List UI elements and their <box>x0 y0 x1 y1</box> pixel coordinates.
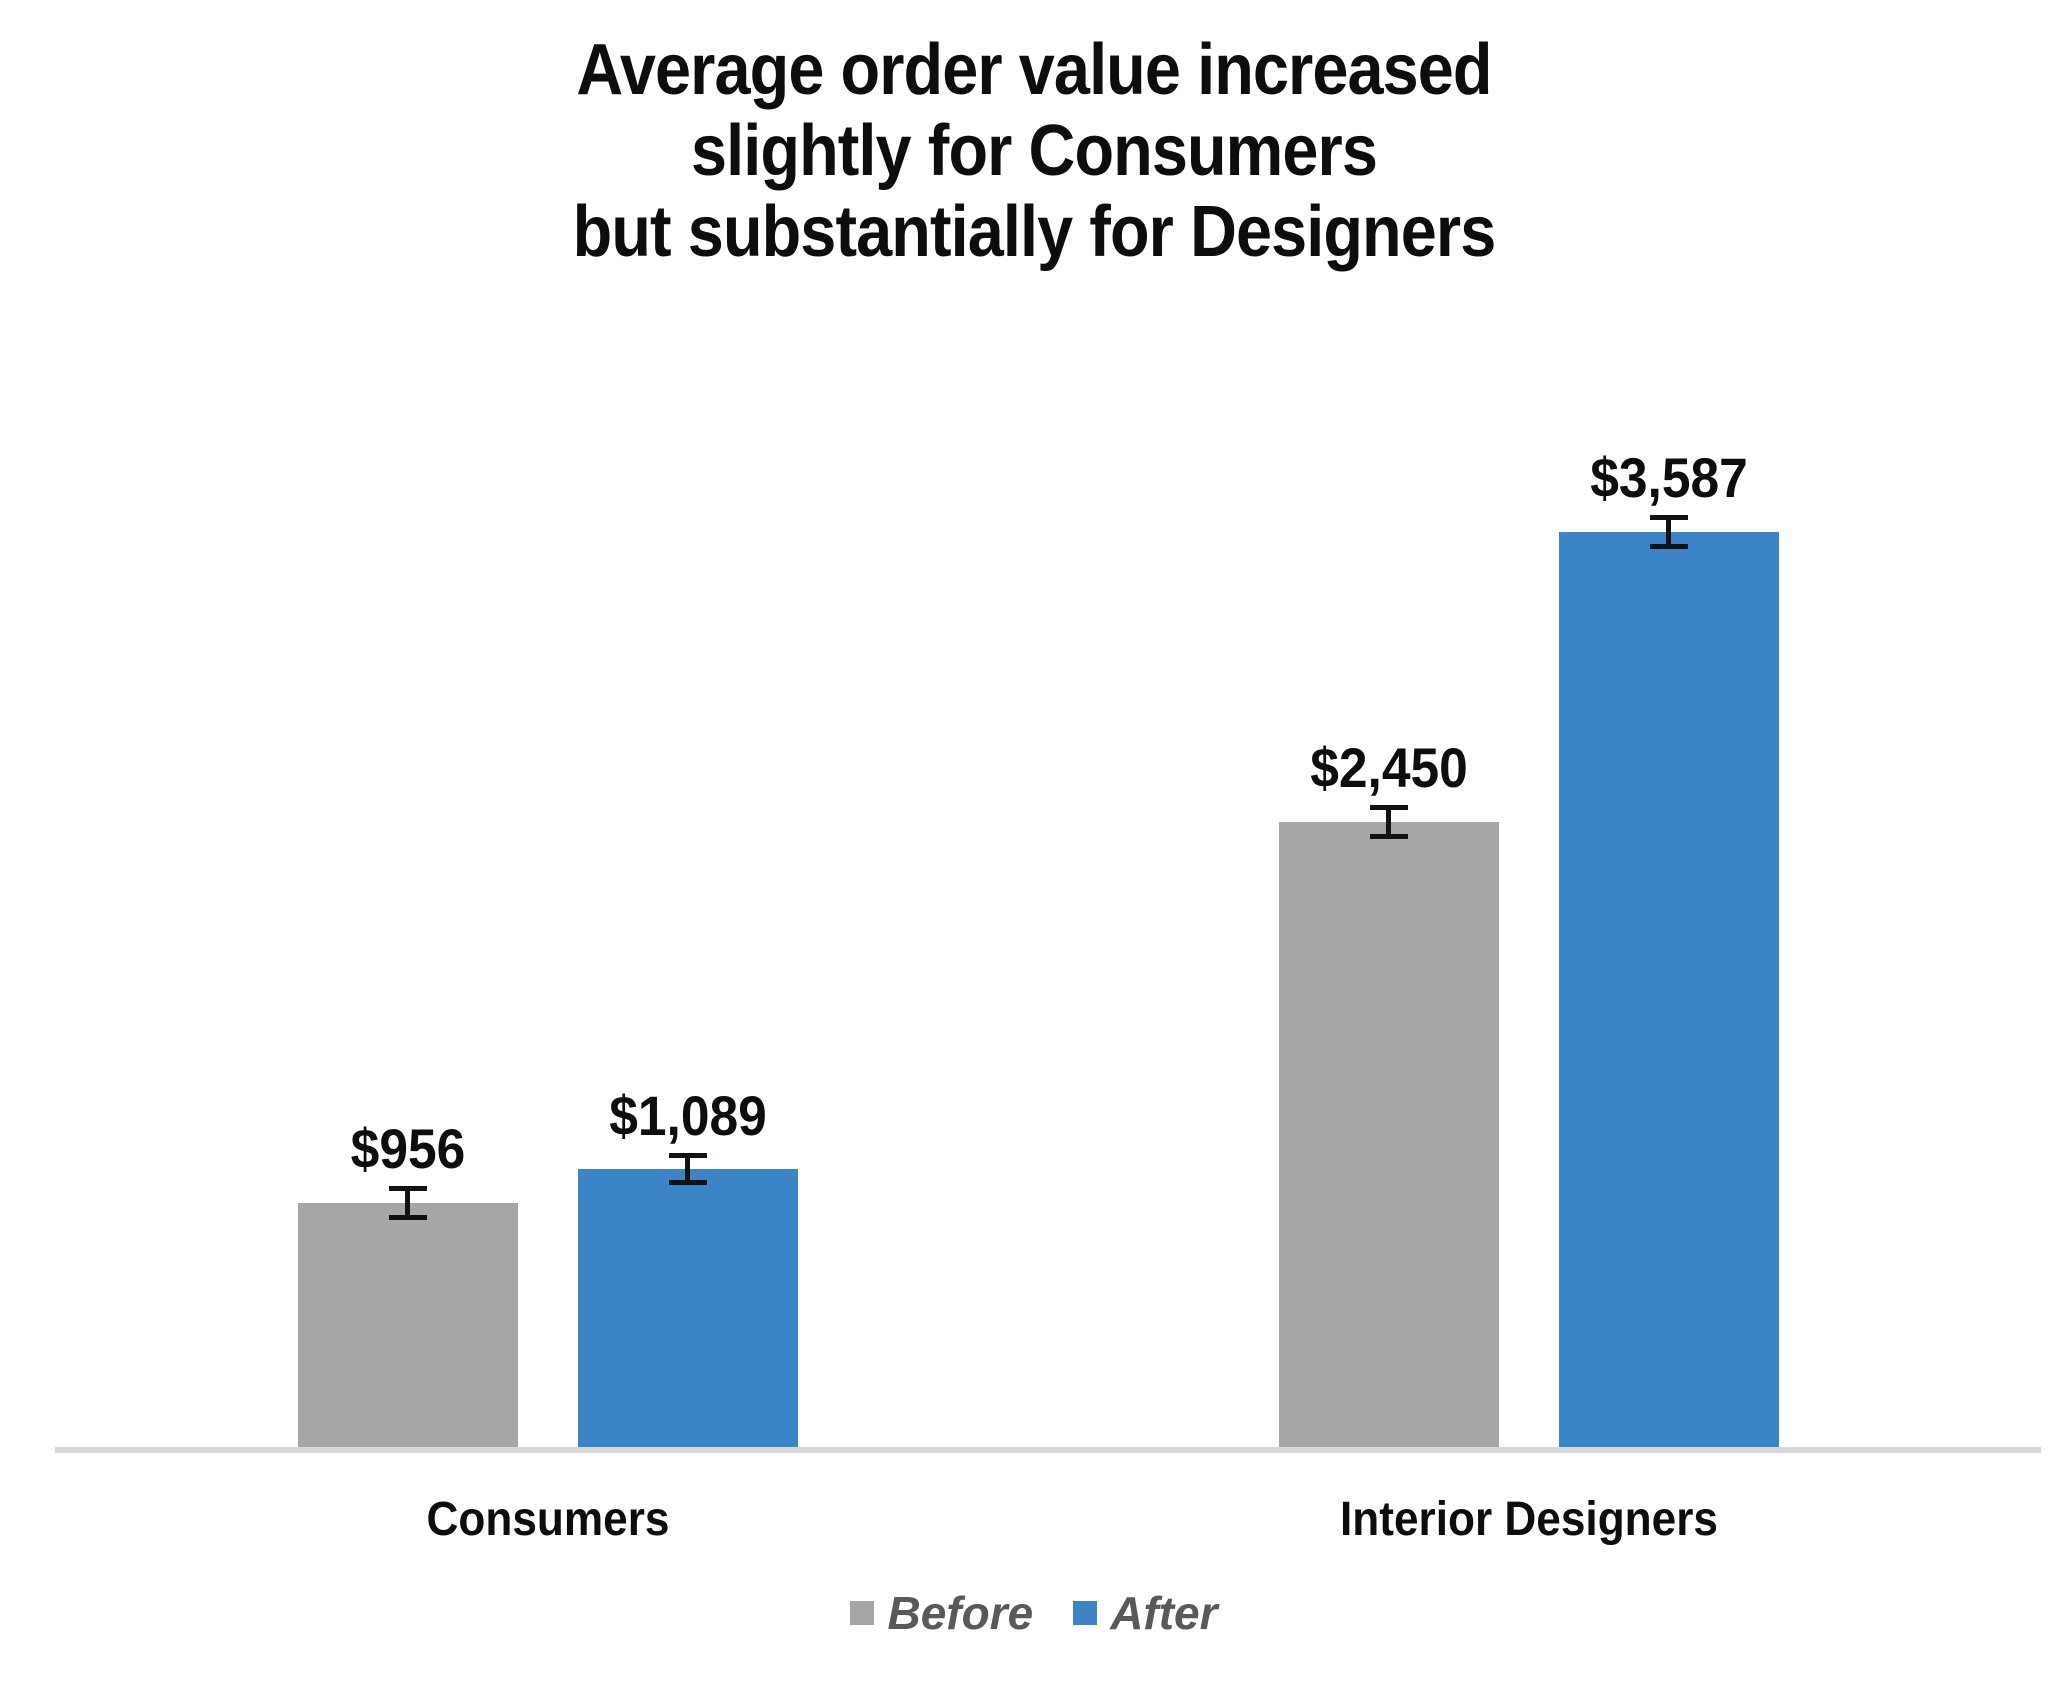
chart-title-line-3: but substantially for Designers <box>572 192 1497 272</box>
legend-label-after: After <box>1110 1587 1218 1639</box>
bar-before-interior-designers <box>1278 822 1499 1447</box>
legend-item-after: After <box>1073 1586 1218 1640</box>
legend-swatch-before-icon <box>850 1601 875 1625</box>
error-bar-before-interior-designers <box>1369 805 1408 839</box>
bar-after-consumers <box>577 1169 798 1447</box>
value-label-before-interior-designers: $2,450 <box>1309 736 1468 799</box>
value-label-after-consumers: $1,089 <box>608 1084 767 1147</box>
chart-title: Average order value increased slightly f… <box>103 30 1964 273</box>
x-axis-line <box>55 1447 2041 1453</box>
category-label-interior-designers: Interior Designers <box>1339 1493 1718 1546</box>
legend-item-before: Before <box>850 1586 1033 1640</box>
legend: Before After <box>0 1586 2068 1640</box>
legend-swatch-after-icon <box>1073 1601 1098 1625</box>
error-bar-before-consumers <box>388 1186 427 1220</box>
bar-before-consumers <box>297 1203 518 1447</box>
chart-title-line-1: Average order value increased <box>576 30 1492 110</box>
legend-label-before: Before <box>887 1587 1034 1639</box>
error-bar-after-consumers <box>668 1153 707 1185</box>
chart-title-line-2: slightly for Consumers <box>691 111 1378 191</box>
bar-after-interior-designers <box>1558 532 1779 1447</box>
category-label-consumers: Consumers <box>426 1493 669 1546</box>
error-bar-after-interior-designers <box>1649 515 1688 549</box>
value-label-before-consumers: $956 <box>350 1117 465 1180</box>
value-label-after-interior-designers: $3,587 <box>1589 446 1748 509</box>
